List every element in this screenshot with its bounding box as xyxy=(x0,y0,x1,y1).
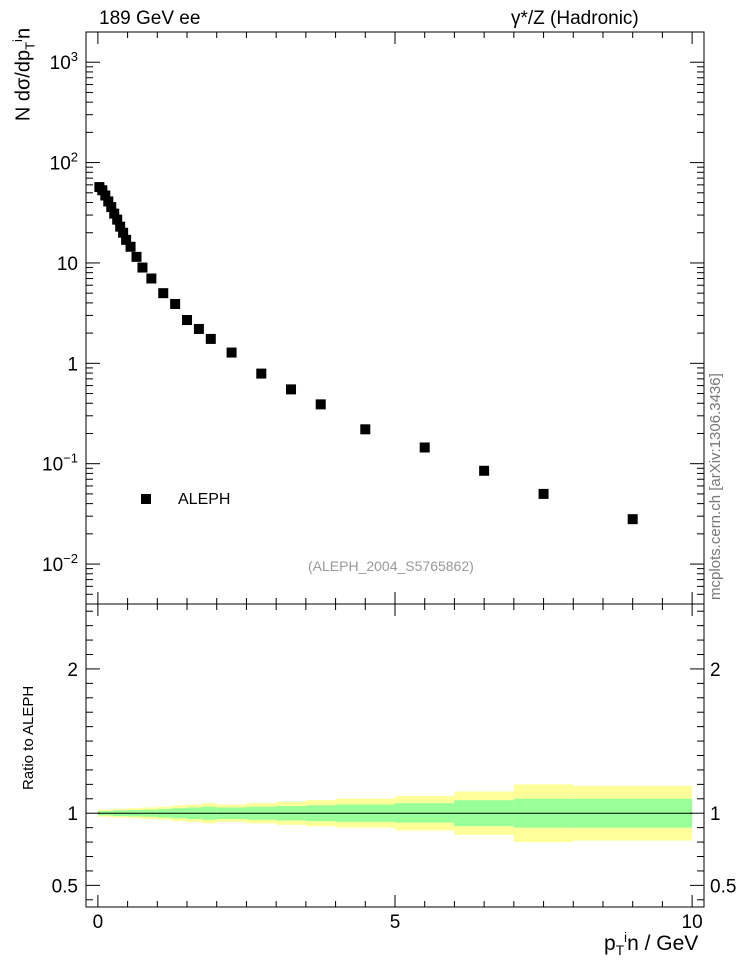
data-point xyxy=(103,196,114,207)
x-tick-label: 10 xyxy=(682,912,703,933)
data-point xyxy=(360,424,371,435)
data-point xyxy=(479,465,490,476)
data-point xyxy=(226,347,237,358)
data-point xyxy=(193,323,204,334)
ratio-y-axis-label: Ratio to ALEPH xyxy=(20,685,37,790)
data-point xyxy=(205,333,216,344)
main-plot-frame xyxy=(85,31,705,605)
data-point xyxy=(137,262,148,273)
data-point xyxy=(256,368,267,379)
ratio-y-tick-label-right: 2 xyxy=(710,660,721,681)
data-point xyxy=(146,273,157,284)
data-point xyxy=(118,227,129,238)
data-point xyxy=(109,208,120,219)
data-point xyxy=(286,384,297,395)
data-point xyxy=(627,514,638,525)
y-tick-label: 10−2 xyxy=(42,551,78,576)
x-axis-label: pTin / GeV xyxy=(604,930,699,959)
ratio-y-tick-label-right: 0.5 xyxy=(710,876,736,897)
ratio-plot-frame xyxy=(85,603,705,908)
ratio-y-tick-label-left: 2 xyxy=(67,660,78,681)
y-tick-label: 10 xyxy=(57,254,78,275)
main-y-axis-label: N dσ/dpTin xyxy=(10,27,38,122)
data-point xyxy=(100,190,111,201)
ratio-y-tick-label-left: 0.5 xyxy=(52,876,78,897)
x-tick-label: 5 xyxy=(390,912,401,933)
data-point xyxy=(125,241,136,252)
x-tick-label: 0 xyxy=(93,912,104,933)
collision-energy-label: 189 GeV ee xyxy=(99,8,201,29)
y-tick-label: 1 xyxy=(67,354,78,375)
data-point xyxy=(158,288,169,299)
process-label: γ*/Z (Hadronic) xyxy=(511,8,639,29)
data-point xyxy=(538,488,549,499)
ratio-y-tick-label-left: 1 xyxy=(67,804,78,825)
ratio-y-tick-label-right: 1 xyxy=(710,804,721,825)
data-point xyxy=(121,234,132,245)
y-tick-label: 10−1 xyxy=(42,451,78,476)
data-point xyxy=(115,221,126,232)
y-tick-label: 103 xyxy=(50,49,78,74)
source-side-label: mcplots.cern.ch [arXiv:1306.3436] xyxy=(707,373,724,600)
data-point xyxy=(315,399,326,410)
data-point xyxy=(106,202,117,213)
data-point xyxy=(182,315,193,326)
data-point xyxy=(419,442,430,453)
y-tick-label: 102 xyxy=(50,150,78,175)
data-point xyxy=(112,214,123,225)
legend-marker xyxy=(141,494,151,504)
legend-label: ALEPH xyxy=(178,491,231,508)
analysis-note: (ALEPH_2004_S5765862) xyxy=(308,558,474,574)
data-point xyxy=(97,185,108,196)
data-point xyxy=(170,298,181,309)
data-point xyxy=(131,251,142,262)
